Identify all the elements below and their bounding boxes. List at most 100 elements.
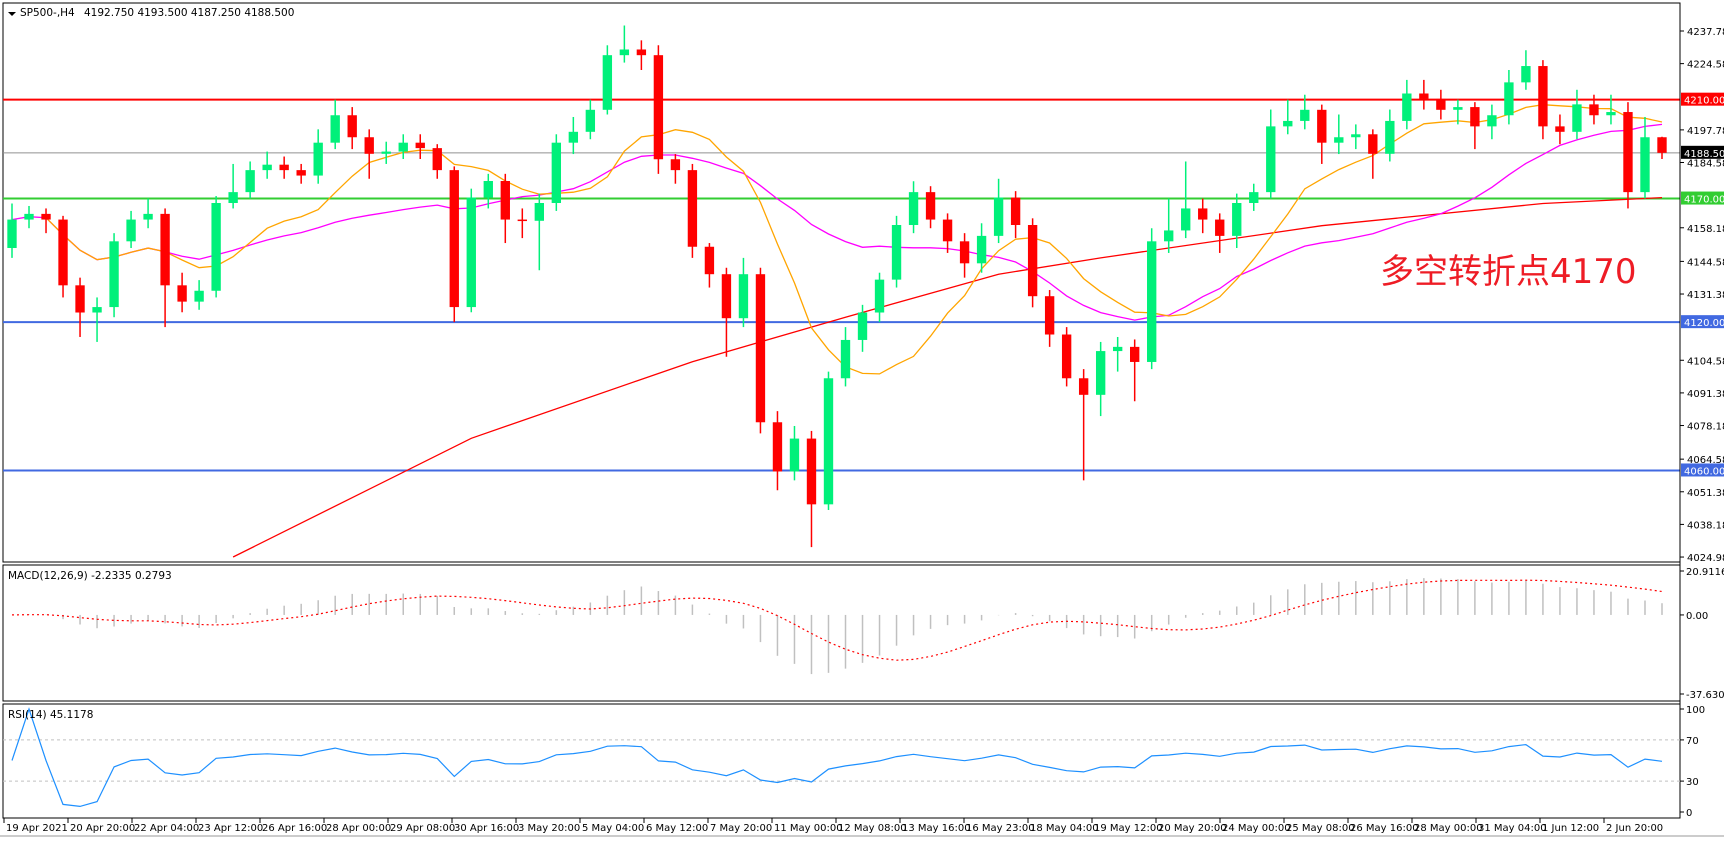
candle	[874, 272, 885, 323]
rsi-pane[interactable]: 100 70 30 0	[3, 705, 1705, 819]
macd-pane[interactable]: 20.9116 0.00 -37.6302	[11, 567, 1724, 701]
candle	[262, 151, 272, 179]
candle	[1623, 102, 1633, 209]
candle-body	[670, 159, 681, 171]
time-axis-label: 20 May 20:00	[1158, 823, 1227, 834]
price-axis-label: 4104.580	[1687, 356, 1724, 367]
price-axis-label: 4051.380	[1687, 488, 1724, 499]
candle	[1572, 89, 1582, 140]
time-axis-label: 31 May 04:00	[1478, 823, 1547, 834]
candle-body	[619, 49, 630, 56]
candle-body	[1232, 203, 1242, 236]
time-axis-label: 23 Apr 12:00	[198, 823, 263, 834]
time-axis-label: 30 Apr 16:00	[454, 823, 519, 834]
candle	[143, 198, 153, 229]
candle-body	[330, 115, 340, 143]
candle	[7, 203, 17, 258]
price-axis-label: 4064.580	[1687, 455, 1724, 466]
candle-body	[1351, 134, 1361, 138]
price-axis-label: 4184.580	[1687, 159, 1724, 170]
time-axis-label: 29 Apr 08:00	[390, 823, 455, 834]
candle	[653, 45, 664, 174]
candle-body	[840, 339, 851, 379]
candle	[1368, 129, 1378, 179]
candle-body	[568, 131, 579, 143]
candle-body	[1147, 241, 1157, 362]
candle-body	[1215, 219, 1225, 236]
macd-axis-label: -37.6302	[1686, 690, 1724, 701]
candle	[75, 277, 85, 337]
candle	[228, 163, 238, 209]
time-axis-label: 20 Apr 20:00	[70, 823, 135, 834]
candle-body	[415, 142, 425, 149]
rsi-axis-label: 0	[1686, 808, 1692, 819]
candle	[704, 243, 715, 288]
candle	[1606, 94, 1616, 125]
candle-body	[1606, 112, 1616, 116]
candle	[1555, 114, 1565, 145]
candle-body	[245, 170, 255, 193]
price-axis-label: 4237.780	[1687, 27, 1724, 38]
candle	[347, 107, 357, 150]
candle	[925, 186, 936, 229]
candle-body	[942, 219, 953, 242]
candle	[279, 156, 289, 179]
candle	[976, 223, 987, 273]
rsi-title: RSI(14) 45.1178	[8, 709, 93, 721]
candle-body	[687, 170, 698, 247]
candle-body	[58, 219, 68, 286]
candle-body	[755, 274, 766, 423]
pivot-annotation: 多空转折点4170	[1380, 252, 1637, 292]
level-label-bg	[1681, 92, 1724, 106]
time-axis-label: 7 May 20:00	[710, 823, 772, 834]
candle	[738, 257, 749, 328]
candle-body	[75, 285, 85, 313]
candle-body	[1164, 230, 1174, 242]
candle-body	[381, 151, 391, 154]
candle-body	[1078, 378, 1089, 395]
candle-body	[1130, 346, 1140, 362]
candle-body	[1266, 126, 1276, 193]
candle	[1130, 339, 1140, 402]
candle-body	[1317, 109, 1327, 143]
candle	[568, 116, 579, 155]
time-axis-label: 5 May 04:00	[582, 823, 644, 834]
candle-body	[925, 192, 936, 220]
candle-body	[1538, 66, 1548, 127]
candle-body	[398, 142, 408, 152]
candle-body	[551, 142, 562, 204]
candle-body	[772, 422, 783, 472]
candle-body	[1334, 137, 1344, 143]
candle	[1095, 341, 1106, 417]
dropdown-triangle-icon[interactable]	[8, 12, 16, 16]
candle	[942, 213, 953, 253]
candle-body	[466, 197, 476, 308]
candle-body	[1112, 346, 1123, 352]
ma-slow-line	[232, 196, 1663, 558]
candle-body	[109, 241, 119, 308]
candle-body	[1198, 208, 1208, 220]
candle	[211, 196, 221, 298]
candle-body	[1623, 112, 1633, 193]
candle	[840, 327, 851, 387]
candle	[1589, 94, 1599, 125]
candle	[1300, 94, 1310, 130]
candle	[534, 193, 544, 271]
price-pane[interactable]: 4237.780 4224.580 4197.780 4184.580 4158.180…	[3, 3, 1724, 818]
candle	[313, 129, 323, 184]
time-axis-label: 26 Apr 16:00	[262, 823, 327, 834]
candle-body	[789, 438, 800, 472]
candle-body	[432, 148, 442, 171]
candle	[500, 173, 510, 244]
candle	[160, 208, 170, 328]
level-label-bg	[1681, 463, 1724, 477]
time-axis-label: 26 May 16:00	[1350, 823, 1419, 834]
candle	[432, 144, 442, 179]
candle-body	[1436, 98, 1446, 110]
candle	[1112, 336, 1123, 372]
candle-body	[1589, 104, 1599, 116]
candle	[398, 134, 408, 160]
candle	[1266, 109, 1276, 199]
